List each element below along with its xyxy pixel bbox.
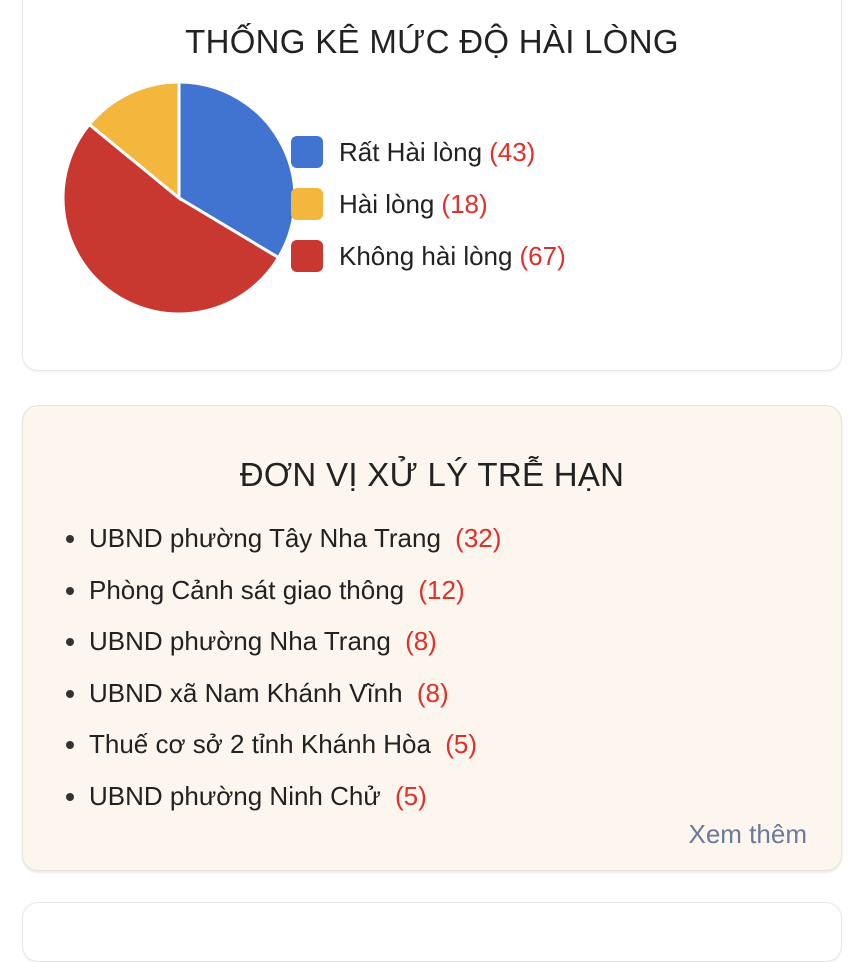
unit-count: (8) — [405, 626, 437, 656]
unit-name: Phòng Cảnh sát giao thông — [89, 574, 405, 605]
unit-name: UBND phường Ninh Chử — [89, 780, 381, 811]
unit-name: UBND phường Nha Trang — [89, 626, 391, 656]
list-item: UBND phường Ninh Chử (5) — [89, 776, 501, 828]
list-item: UBND phường Tây Nha Trang (32) — [89, 518, 501, 570]
unit-count: (8) — [416, 677, 449, 708]
list-item: UBND xã Nam Khánh Vĩnh (8) — [89, 673, 501, 725]
overdue-title: ĐƠN VỊ XỬ LÝ TRỄ HẠN — [239, 456, 625, 493]
pie-slice-3[interactable] — [87, 81, 181, 202]
unit-count: (5) — [395, 780, 427, 811]
list-item: Thuế cơ sở 2 tỉnh Khánh Hòa (5) — [89, 724, 501, 776]
overdue-units-card: ĐƠN VỊ XỬ LÝ TRỄ HẠN UBND phường Tây Nha… — [22, 405, 842, 871]
legend-item-very-satisfied[interactable]: Rất Hài lòng (43) — [291, 126, 566, 178]
legend-label: Không hài lòng — [339, 240, 513, 271]
legend-label: Rất Hài lòng — [339, 136, 483, 167]
satisfaction-card: THỐNG KÊ MỨC ĐỘ HÀI LÒNG Rất Hài lòng (4… — [22, 0, 842, 371]
legend-swatch — [291, 240, 323, 272]
satisfaction-title: THỐNG KÊ MỨC ĐỘ HÀI LÒNG — [185, 23, 679, 60]
unit-count: (5) — [445, 729, 477, 759]
legend-swatch — [291, 188, 323, 220]
legend-count: (43) — [489, 136, 536, 167]
next-card — [22, 902, 842, 962]
legend-label: Hài lòng — [339, 188, 435, 219]
legend-item-unsatisfied[interactable]: Không hài lòng (67) — [291, 230, 566, 282]
pie-legend: Rất Hài lòng (43) Hài lòng (18) Không hà… — [291, 126, 566, 282]
legend-swatch — [291, 136, 323, 168]
unit-count: (12) — [418, 574, 465, 605]
list-item: Phòng Cảnh sát giao thông (12) — [89, 570, 501, 622]
legend-item-satisfied[interactable]: Hài lòng (18) — [291, 178, 566, 230]
see-more-link[interactable]: Xem thêm — [688, 819, 808, 849]
unit-name: Thuế cơ sở 2 tỉnh Khánh Hòa — [89, 729, 431, 759]
pie-slice-2[interactable] — [61, 122, 281, 316]
legend-count: (18) — [441, 188, 488, 219]
unit-name: UBND xã Nam Khánh Vĩnh — [89, 677, 403, 708]
list-item: UBND phường Nha Trang (8) — [89, 621, 501, 673]
satisfaction-pie-chart — [61, 81, 297, 316]
unit-count: (32) — [455, 523, 502, 553]
overdue-list: UBND phường Tây Nha Trang (32) Phòng Cản… — [63, 518, 501, 827]
legend-count: (67) — [519, 240, 566, 271]
unit-name: UBND phường Tây Nha Trang — [89, 523, 441, 553]
